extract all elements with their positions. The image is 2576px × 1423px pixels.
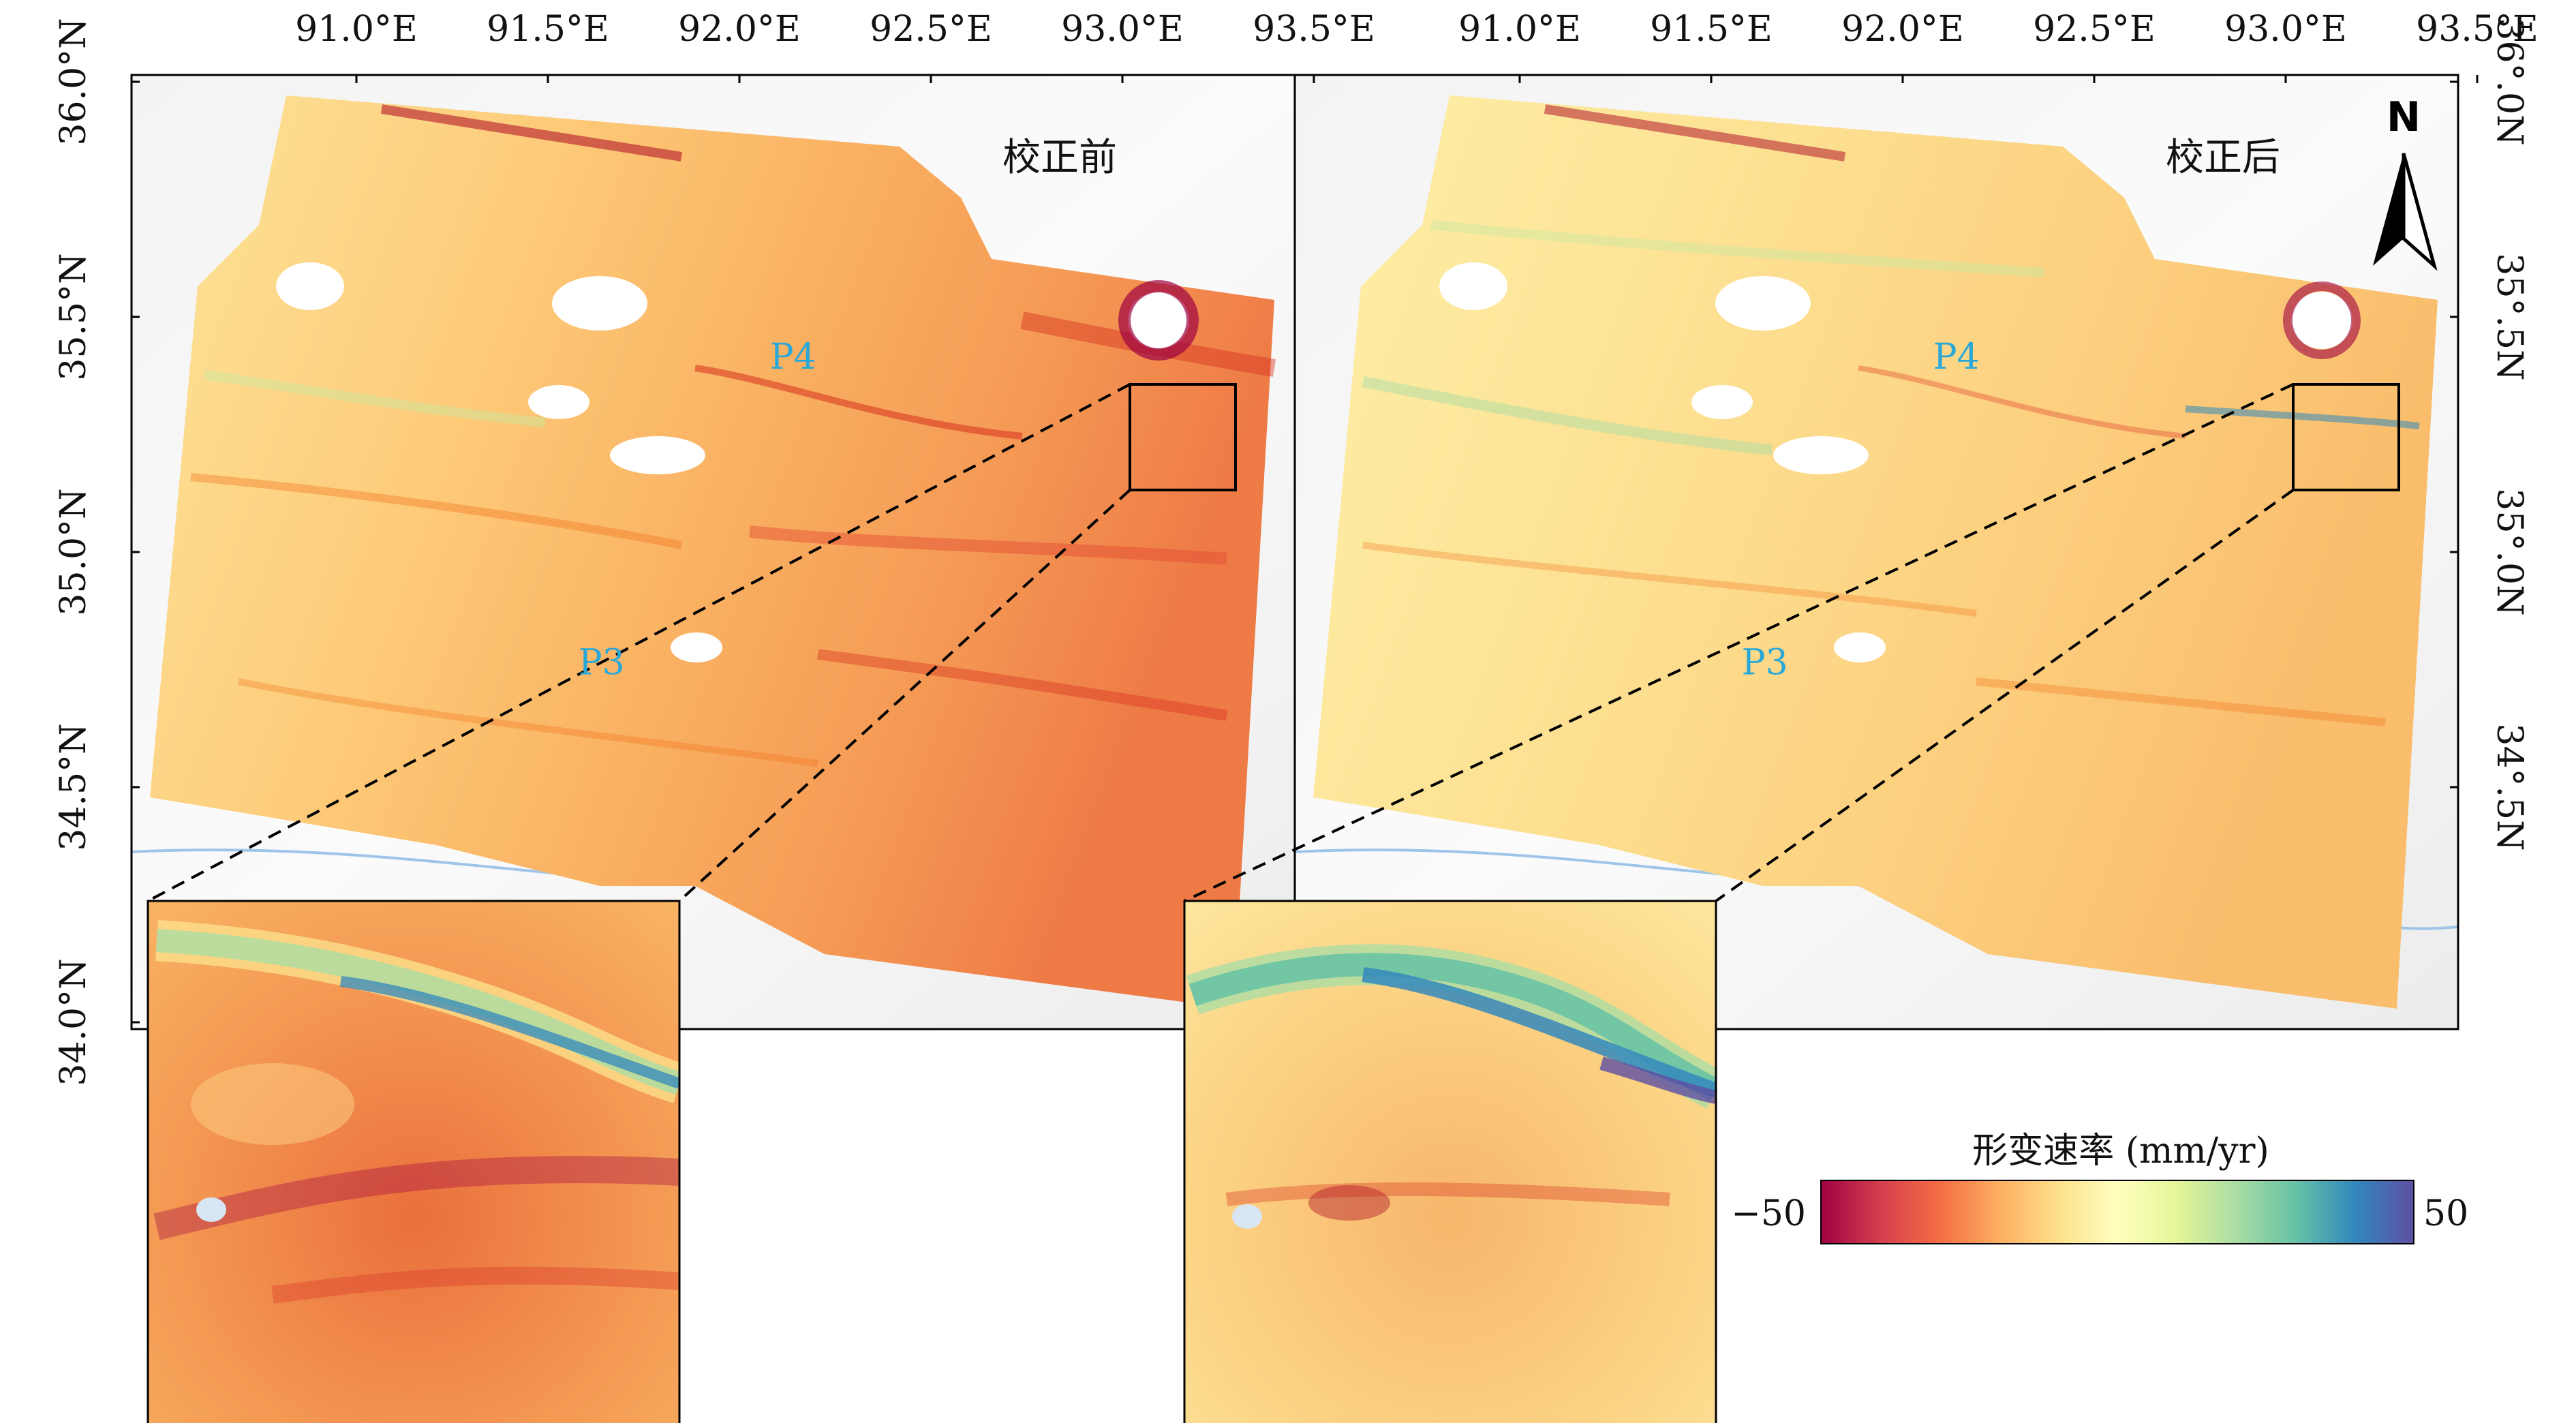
lon-tick-label: 91.5°E bbox=[487, 9, 609, 50]
deformation-swath bbox=[150, 95, 1274, 1009]
north-arrow-icon: N bbox=[2373, 93, 2438, 271]
lat-tick-label-right: 34°.5N bbox=[2489, 723, 2530, 851]
lon-tick-label: 93.5°E bbox=[1253, 9, 1375, 50]
panel-title: 校正后 bbox=[2166, 136, 2280, 180]
lake-rim bbox=[1118, 280, 1199, 361]
deformation-texture bbox=[1362, 104, 2420, 726]
svg-text:N: N bbox=[2387, 93, 2421, 141]
inset-frame bbox=[147, 900, 681, 1423]
point-label-p4: P4 bbox=[1933, 337, 1980, 378]
zoom-connector-left bbox=[1184, 383, 2294, 902]
lakes bbox=[1439, 262, 2352, 662]
lon-tick-label: 91.5°E bbox=[1650, 9, 1773, 50]
colorbar-bar bbox=[1820, 1180, 2414, 1244]
lakes bbox=[276, 262, 1189, 662]
colorbar-min-label: −50 bbox=[1731, 1193, 1806, 1234]
river-channel bbox=[1362, 967, 1716, 1098]
colorbar-max-label: 50 bbox=[2423, 1193, 2468, 1234]
colorbar: 形变速率 (mm/yr) −50 50 bbox=[1731, 1131, 2468, 1244]
lon-tick-label: 91.0°E bbox=[295, 9, 418, 50]
small-lake bbox=[196, 1197, 226, 1222]
lon-tick-label: 91.0°E bbox=[1458, 9, 1581, 50]
panel-title: 校正前 bbox=[1002, 136, 1117, 180]
lon-tick-label: 92.0°E bbox=[1841, 9, 1964, 50]
inset-frame bbox=[1183, 900, 1717, 1423]
lon-tick-label: 92.5°E bbox=[870, 9, 992, 50]
colorbar-title: 形变速率 (mm/yr) bbox=[1972, 1131, 2269, 1172]
lat-tick-label-right: 35°.0N bbox=[2489, 488, 2530, 615]
zoom-box bbox=[1129, 383, 1237, 491]
lon-tick-label: 93.0°E bbox=[1061, 9, 1184, 50]
lat-tick-label-left: 34.0°N bbox=[53, 958, 94, 1086]
zoom-box bbox=[2292, 383, 2400, 491]
axis-ticks: 91.0°E 91.5°E 92.0°E 92.5°E 93.0°E 93.5°E 91.0… bbox=[53, 9, 2539, 1086]
point-label-p3: P3 bbox=[1742, 642, 1788, 683]
lat-tick-label-right: 36°.0N bbox=[2489, 18, 2530, 145]
point-labels: P4 P3 P4 P3 bbox=[579, 337, 1980, 684]
lake-rim bbox=[2283, 281, 2361, 359]
lat-tick-label-left: 36.0°N bbox=[53, 18, 94, 145]
lon-tick-label: 93.0°E bbox=[2224, 9, 2347, 50]
zoom-connector-right bbox=[1715, 489, 2295, 902]
lon-tick-label: 92.5°E bbox=[2033, 9, 2156, 50]
deformation-texture bbox=[190, 104, 1276, 767]
deformation-swath bbox=[1313, 95, 2438, 1009]
zoom-connector-left bbox=[147, 383, 1131, 902]
river-channel bbox=[339, 976, 679, 1089]
inset-before bbox=[147, 900, 681, 1423]
map-panel-before: 校正前 bbox=[130, 74, 1296, 1030]
lon-tick-label: 93.5°E bbox=[2416, 9, 2539, 50]
zoom-connector-right bbox=[678, 489, 1131, 902]
point-label-p4: P4 bbox=[770, 337, 816, 378]
lat-tick-label-left: 34.5°N bbox=[53, 723, 94, 851]
lon-tick-label: 92.0°E bbox=[678, 9, 801, 50]
lat-tick-label-right: 35°.5N bbox=[2489, 253, 2530, 380]
lat-tick-label-left: 35.5°N bbox=[53, 253, 94, 380]
lat-tick-label-left: 35.0°N bbox=[53, 488, 94, 615]
inset-after bbox=[1183, 900, 1717, 1423]
map-panel-after: 校正后 N bbox=[1184, 74, 2459, 1030]
small-lake bbox=[1232, 1204, 1262, 1229]
point-label-p3: P3 bbox=[579, 642, 625, 683]
